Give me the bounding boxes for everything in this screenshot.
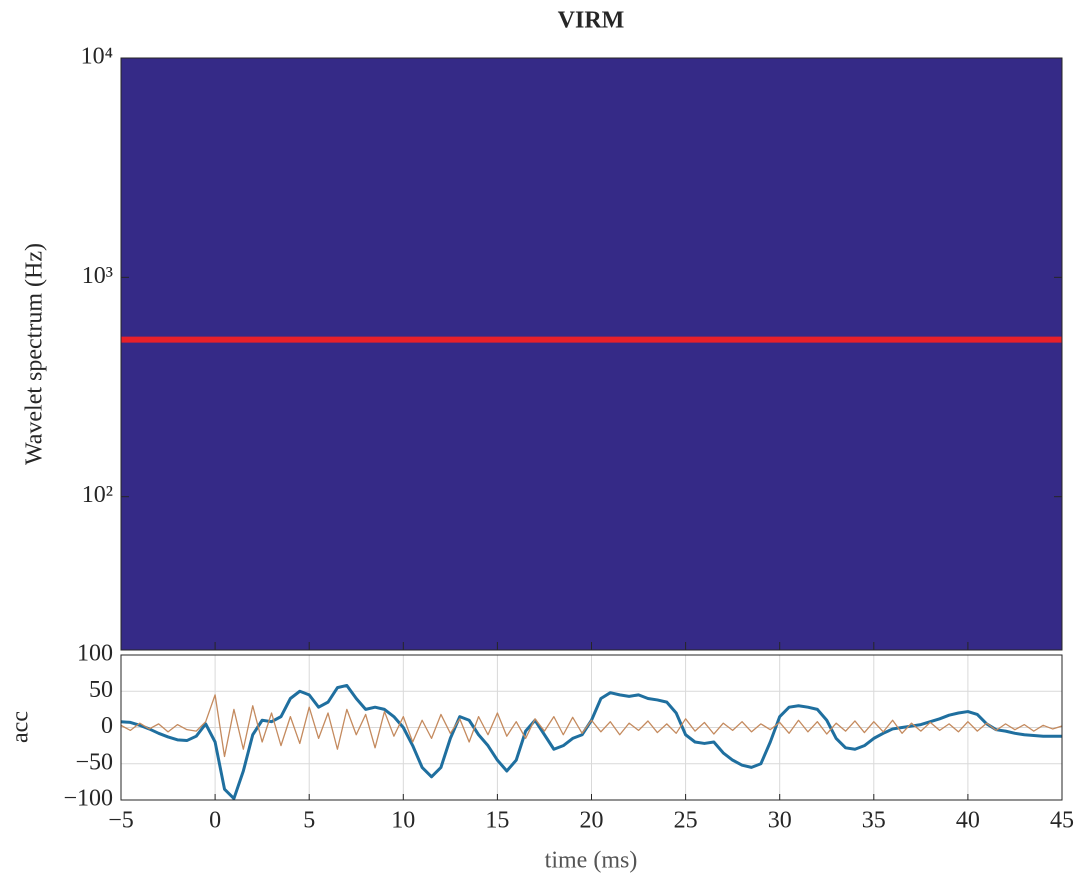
y-axis-label: acc [8, 711, 34, 743]
y-tick-label: 10² [82, 482, 113, 508]
y-tick-label: 0 [101, 713, 113, 739]
x-tick-label: 25 [674, 808, 698, 834]
x-tick-label: 15 [485, 808, 509, 834]
spectrum-area [121, 58, 1062, 650]
x-axis-label: time (ms) [545, 848, 638, 874]
plot-background [121, 58, 1062, 650]
y-tick-label: −50 [75, 749, 113, 775]
x-tick-label: 10 [391, 808, 415, 834]
y-tick-label: 100 [77, 641, 113, 667]
signal-line [121, 694, 1062, 758]
x-tick-label: 5 [303, 808, 315, 834]
y-tick-label: 10³ [82, 263, 113, 289]
chart-title: VIRM [558, 8, 625, 34]
x-tick-label: 40 [956, 808, 980, 834]
x-tick-label: 45 [1050, 808, 1074, 834]
x-tick-label: 0 [209, 808, 221, 834]
x-tick-label: 20 [580, 808, 604, 834]
y-axis-label: Wavelet spectrum (Hz) [22, 243, 48, 465]
x-tick-label: 35 [862, 808, 886, 834]
x-tick-label: −5 [108, 808, 134, 834]
signal-area [121, 683, 1062, 800]
y-tick-label: −100 [63, 786, 113, 812]
plot-frame [120, 654, 1063, 801]
x-tick-label: 30 [768, 808, 792, 834]
y-tick-label: 50 [89, 677, 113, 703]
y-tick-label: 10⁴ [81, 44, 113, 70]
